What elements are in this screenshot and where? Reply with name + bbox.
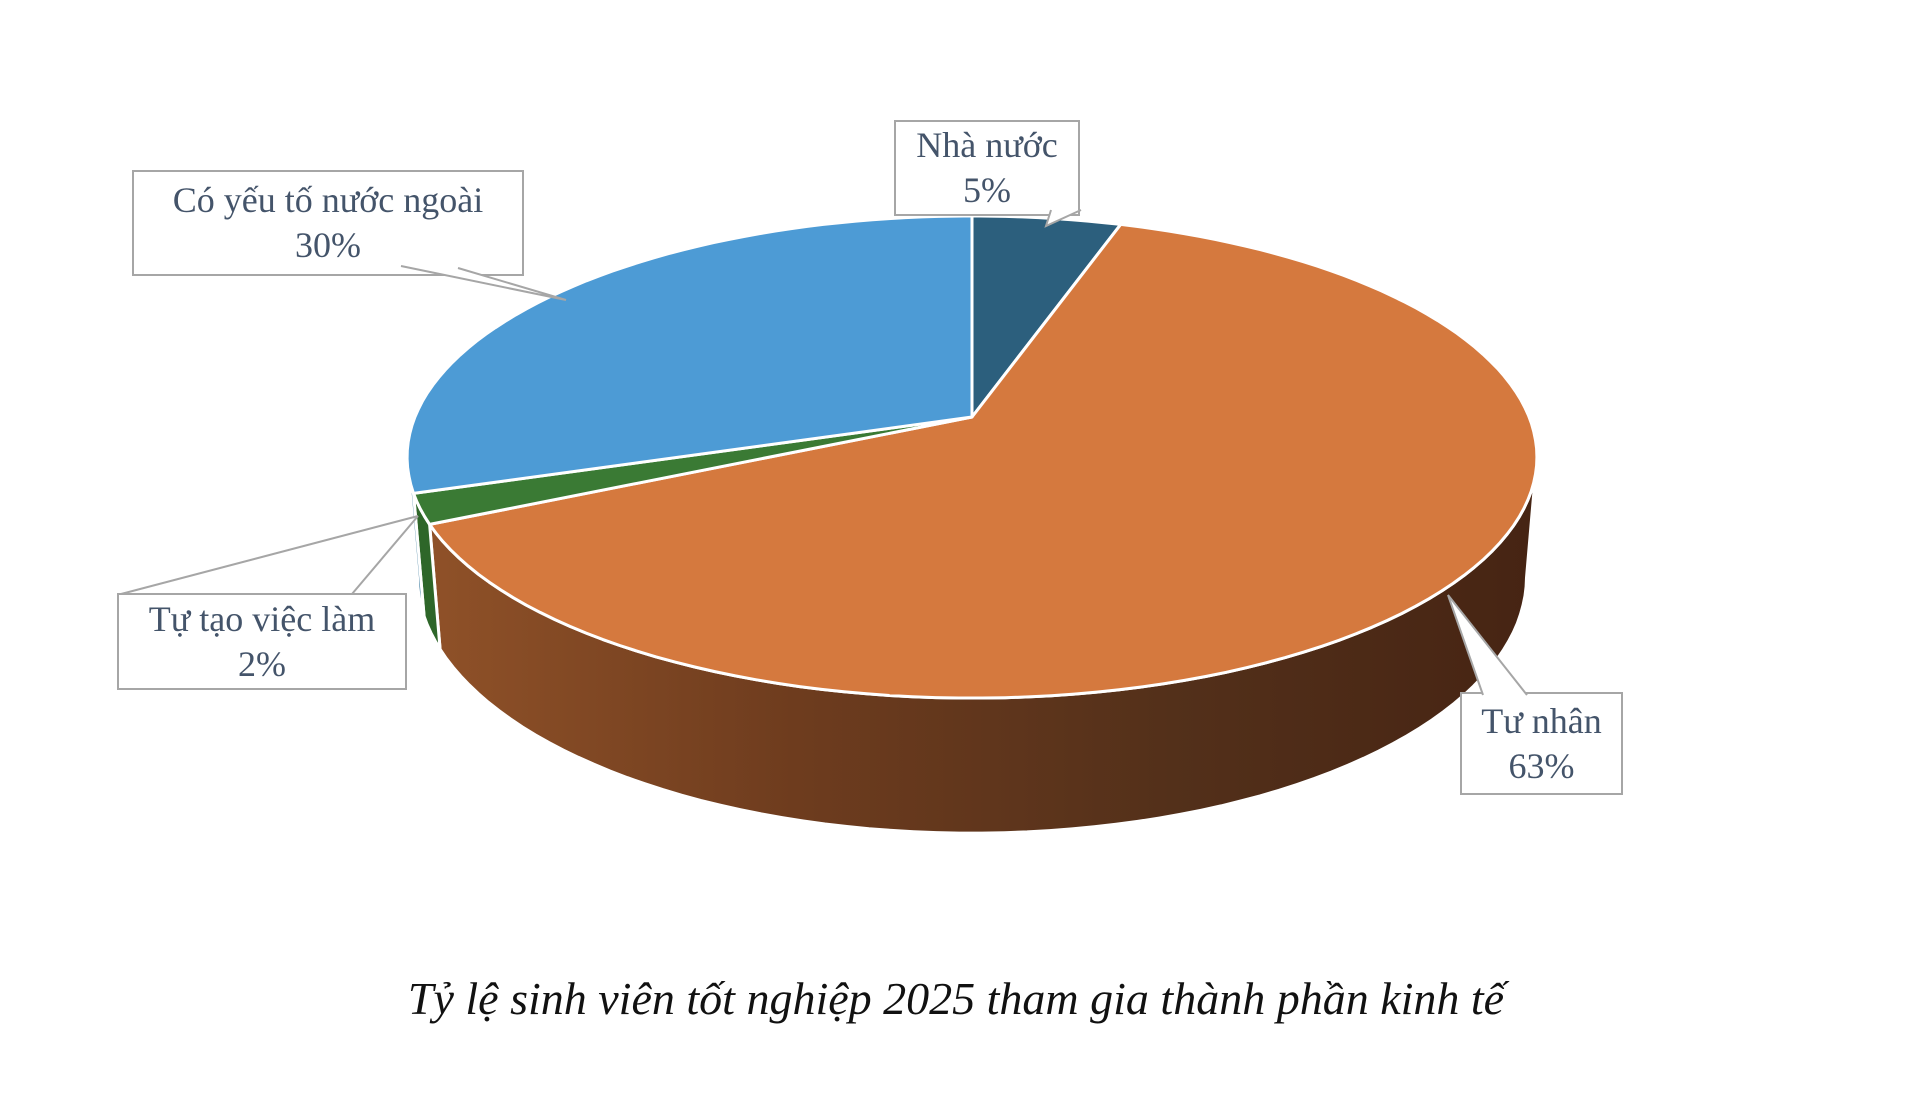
slice-label: Có yếu tố nước ngoài: [172, 180, 484, 221]
slice-percent: 63%: [1508, 745, 1575, 786]
slice-percent: 30%: [295, 225, 361, 265]
callout-nha-nuoc: Nhà nước 5%: [894, 120, 1080, 216]
callout-tu-tao-viec-lam: Tự tạo việc làm 2%: [117, 593, 407, 690]
slice-label: Tư nhân: [1481, 700, 1602, 741]
slice-percent: 2%: [238, 643, 286, 684]
slice-percent: 5%: [963, 170, 1011, 210]
slice-label: Tự tạo việc làm: [148, 598, 376, 639]
callout-tu-nhan: Tư nhân 63%: [1460, 692, 1623, 795]
pie-slice-top-1: [428, 222, 1539, 700]
slice-label: Nhà nước: [916, 125, 1058, 166]
chart-caption: Tỷ lệ sinh viên tốt nghiệp 2025 tham gia…: [407, 973, 1505, 1024]
callout-co-yeu-to-nuoc-ngoai: Có yếu tố nước ngoài 30%: [132, 170, 524, 276]
